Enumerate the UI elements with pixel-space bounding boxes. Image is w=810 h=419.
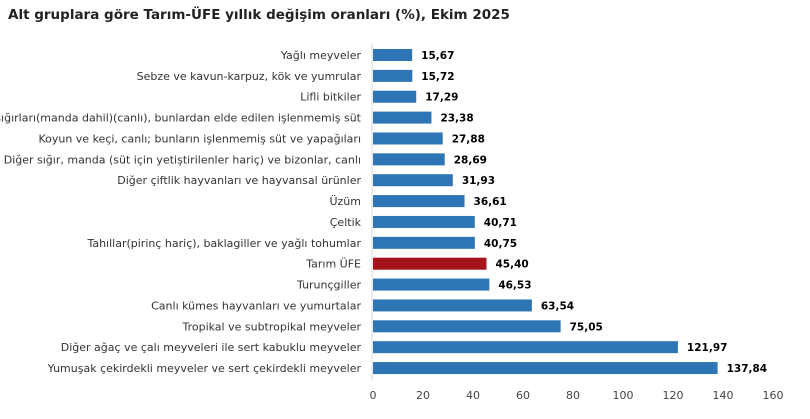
bar — [373, 215, 475, 228]
data-label: 28,69 — [454, 154, 487, 166]
category-label: Diğer sığır, manda (süt için yetiştirile… — [4, 153, 361, 166]
bar — [373, 236, 475, 249]
data-label: 15,67 — [421, 50, 454, 62]
x-tick-label: 40 — [466, 389, 480, 402]
bar — [373, 362, 718, 375]
data-label: 137,84 — [727, 363, 768, 375]
x-tick-label: 80 — [566, 389, 580, 402]
bar — [373, 195, 465, 208]
bar — [373, 174, 453, 187]
category-label: Koyun ve keçi, canlı; bunların işlenmemi… — [38, 132, 361, 145]
x-tick-label: 140 — [713, 389, 734, 402]
chart-title: Alt gruplara göre Tarım-ÜFE yıllık değiş… — [8, 7, 510, 23]
category-label: Lifli bitkiler — [300, 91, 361, 104]
bar — [373, 278, 490, 291]
category-label: Tropikal ve subtropikal meyveler — [181, 320, 361, 333]
x-tick-label: 60 — [516, 389, 530, 402]
bar — [373, 320, 561, 333]
bar — [373, 299, 532, 312]
data-label: 75,05 — [570, 321, 603, 333]
bar — [373, 153, 445, 166]
data-label: 40,75 — [484, 238, 517, 250]
bar — [373, 341, 678, 354]
data-label: 45,40 — [496, 259, 529, 271]
category-label: Tarım ÜFE — [305, 258, 361, 271]
data-label: 121,97 — [687, 342, 728, 354]
data-label: 63,54 — [541, 300, 574, 312]
bar — [373, 90, 417, 103]
category-label: Süt sığırları(manda dahil)(canlı), bunla… — [0, 112, 362, 125]
category-label: Çeltik — [330, 216, 362, 229]
category-label: Üzüm — [329, 195, 361, 208]
category-label: Diğer ağaç ve çalı meyveleri ile sert ka… — [61, 341, 362, 354]
x-tick-label: 20 — [416, 389, 430, 402]
data-label: 27,88 — [452, 133, 485, 145]
category-label: Diğer çiftlik hayvanları ve hayvansal ür… — [117, 174, 361, 187]
x-tick-label: 100 — [613, 389, 634, 402]
data-label: 17,29 — [425, 92, 458, 104]
category-label: Canlı kümes hayvanları ve yumurtalar — [151, 299, 361, 312]
data-label: 23,38 — [440, 113, 473, 125]
data-label: 40,71 — [484, 217, 517, 229]
data-label: 46,53 — [498, 280, 531, 292]
bar — [373, 69, 413, 82]
bar — [373, 49, 413, 61]
data-label: 31,93 — [462, 175, 495, 187]
x-tick-label: 120 — [663, 389, 684, 402]
bar — [373, 111, 432, 124]
category-label: Tahıllar(pirinç hariç), baklagiller ve y… — [86, 237, 361, 250]
data-label: 15,72 — [421, 71, 454, 83]
category-label: Yağlı meyveler — [280, 49, 362, 62]
bar — [373, 257, 487, 270]
x-tick-label: 160 — [763, 389, 784, 402]
category-label: Yumuşak çekirdekli meyveler ve sert çeki… — [47, 362, 362, 375]
data-label: 36,61 — [474, 196, 507, 208]
category-label: Turunçgiller — [296, 279, 361, 292]
x-tick-label: 0 — [370, 389, 377, 402]
category-label: Sebze ve kavun-karpuz, kök ve yumrular — [137, 70, 362, 83]
bar — [373, 132, 443, 145]
